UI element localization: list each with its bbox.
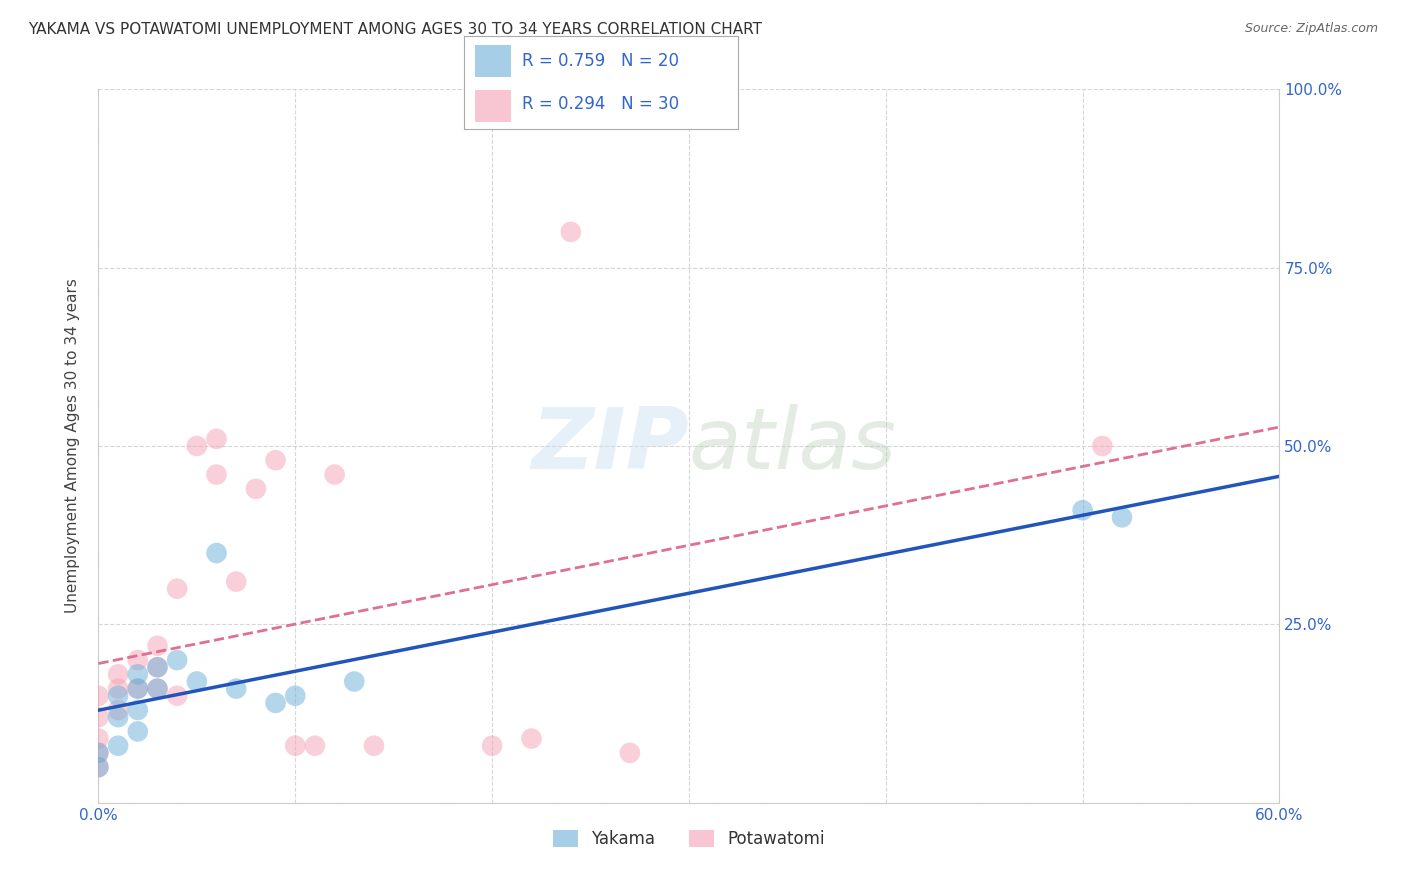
Point (107, 689, 129, 703)
Point (127, 724, 149, 739)
Point (1111, 510, 1133, 524)
Point (1071, 503, 1094, 517)
Point (146, 639, 169, 653)
Point (107, 681, 129, 696)
Point (87, 760, 110, 774)
Point (87, 689, 110, 703)
Legend: Yakama, Potawatomi: Yakama, Potawatomi (547, 823, 831, 855)
Point (127, 681, 149, 696)
Point (87, 746, 110, 760)
Text: atlas: atlas (689, 404, 897, 488)
Point (107, 703, 129, 717)
Point (146, 681, 169, 696)
Text: Source: ZipAtlas.com: Source: ZipAtlas.com (1244, 22, 1378, 36)
Point (225, 574, 247, 589)
Point (304, 739, 326, 753)
Point (481, 739, 503, 753)
Text: YAKAMA VS POTAWATOMI UNEMPLOYMENT AMONG AGES 30 TO 34 YEARS CORRELATION CHART: YAKAMA VS POTAWATOMI UNEMPLOYMENT AMONG … (28, 22, 762, 37)
Point (205, 432, 228, 446)
Point (107, 710, 129, 724)
Point (264, 453, 287, 467)
Point (245, 482, 267, 496)
Text: R = 0.759   N = 20: R = 0.759 N = 20 (522, 52, 679, 70)
Text: ZIP: ZIP (531, 404, 689, 488)
Point (205, 467, 228, 482)
Point (1091, 439, 1114, 453)
Point (343, 674, 366, 689)
Point (87, 746, 110, 760)
Point (87, 710, 110, 724)
Point (127, 681, 149, 696)
Point (284, 689, 307, 703)
Point (619, 746, 641, 760)
Point (87, 760, 110, 774)
Point (284, 739, 307, 753)
Point (146, 660, 169, 674)
Point (146, 660, 169, 674)
Point (107, 739, 129, 753)
Point (127, 653, 149, 667)
Bar (475, 45, 510, 77)
Point (560, 225, 582, 239)
Point (264, 696, 287, 710)
Point (107, 667, 129, 681)
Point (127, 703, 149, 717)
Point (146, 681, 169, 696)
Point (166, 689, 188, 703)
Text: R = 0.294   N = 30: R = 0.294 N = 30 (522, 95, 679, 113)
Point (186, 439, 208, 453)
Y-axis label: Unemployment Among Ages 30 to 34 years: Unemployment Among Ages 30 to 34 years (65, 278, 80, 614)
Point (520, 731, 543, 746)
Point (87, 731, 110, 746)
Point (166, 582, 188, 596)
Point (323, 467, 346, 482)
Point (166, 653, 188, 667)
Point (127, 667, 149, 681)
Point (205, 546, 228, 560)
Point (363, 739, 385, 753)
Point (225, 681, 247, 696)
Point (186, 674, 208, 689)
Bar (475, 90, 510, 122)
